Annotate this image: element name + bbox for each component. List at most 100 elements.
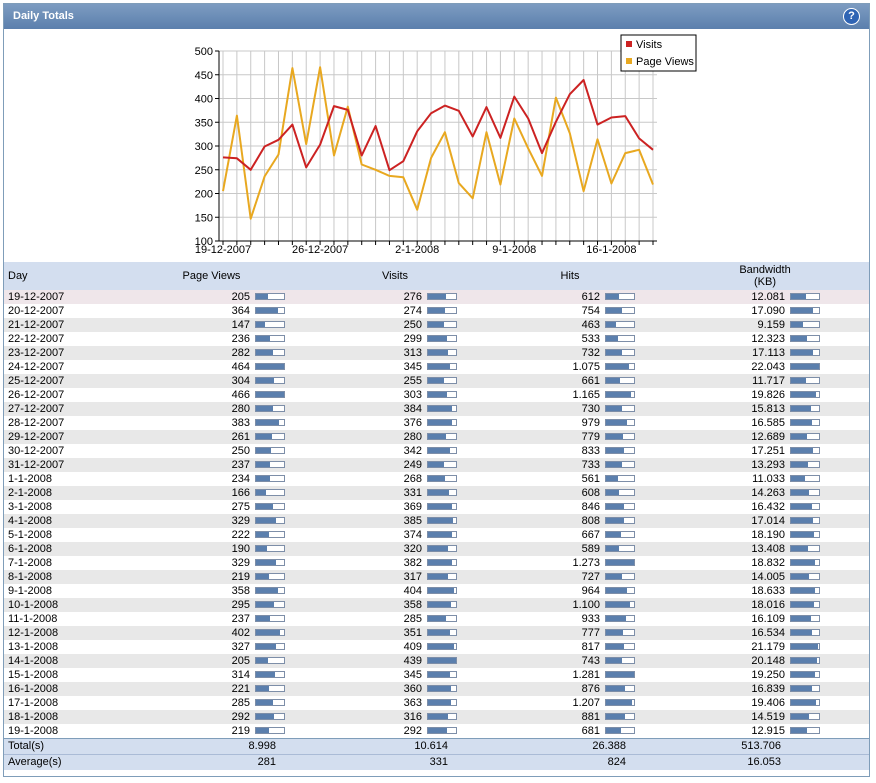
value-bar-fill	[791, 700, 816, 706]
value-bar-fill	[791, 392, 817, 398]
table-row: 14-1-2008 205 439 743 20.148	[4, 654, 869, 668]
table-row: 29-12-2007 261 280 779 12.689	[4, 430, 869, 444]
header-hits[interactable]: Hits	[481, 262, 659, 290]
value-bar-fill	[428, 546, 449, 552]
value-bar-fill	[791, 532, 815, 538]
value-bar	[255, 335, 285, 343]
cell-visits: 376	[309, 416, 481, 430]
value-bar	[605, 503, 635, 511]
cell-visits: 317	[309, 570, 481, 584]
value-bar-fill	[428, 672, 450, 678]
cell-day: 27-12-2007	[4, 402, 114, 416]
cell-bandwidth: 13.293	[659, 458, 869, 472]
value-bar-fill	[428, 364, 450, 370]
value-bar-fill	[606, 616, 627, 622]
cell-day: 24-12-2007	[4, 360, 114, 374]
averages-bandwidth: 16.053	[659, 754, 869, 770]
header-page-views[interactable]: Page Views	[114, 262, 309, 290]
cell-day: 28-12-2007	[4, 416, 114, 430]
cell-value: 19.250	[751, 668, 785, 681]
value-bar	[255, 601, 285, 609]
cell-day: 31-12-2007	[4, 458, 114, 472]
value-bar	[427, 307, 457, 315]
cell-bandwidth: 17.014	[659, 514, 869, 528]
header-visits[interactable]: Visits	[309, 262, 481, 290]
cell-bandwidth: 17.113	[659, 346, 869, 360]
header-day[interactable]: Day	[4, 262, 114, 290]
cell-visits: 255	[309, 374, 481, 388]
value-bar	[427, 559, 457, 567]
cell-day: 13-1-2008	[4, 640, 114, 654]
cell-visits: 249	[309, 458, 481, 472]
value-bar	[255, 433, 285, 441]
value-bar-fill	[256, 644, 276, 650]
value-bar-fill	[256, 672, 275, 678]
value-bar-fill	[606, 350, 622, 356]
cell-value: 282	[231, 346, 250, 359]
value-bar	[790, 699, 820, 707]
help-icon[interactable]: ?	[843, 8, 860, 25]
value-bar-fill	[791, 476, 805, 482]
cell-page-views: 358	[114, 584, 309, 598]
cell-value: 13.408	[751, 542, 785, 555]
cell-value: 18.832	[751, 556, 785, 569]
value-bar	[605, 601, 635, 609]
cell-value: 11.033	[752, 472, 785, 485]
value-bar-fill	[256, 728, 270, 734]
value-bar	[255, 713, 285, 721]
chart-series	[222, 66, 654, 220]
cell-page-views: 234	[114, 472, 309, 486]
value-bar	[605, 517, 635, 525]
cell-day: 10-1-2008	[4, 598, 114, 612]
cell-bandwidth: 19.406	[659, 696, 869, 710]
chart-legend: Visits Page Views	[620, 34, 697, 72]
cell-hits: 667	[481, 528, 659, 542]
value-bar	[790, 657, 820, 665]
cell-value: 384	[403, 402, 422, 415]
value-bar	[605, 419, 635, 427]
cell-hits: 1.281	[481, 668, 659, 682]
cell-value: 314	[231, 668, 250, 681]
value-bar-fill	[606, 672, 634, 678]
cell-value: 304	[231, 374, 250, 387]
value-bar	[255, 461, 285, 469]
cell-visits: 369	[309, 500, 481, 514]
value-bar	[605, 699, 635, 707]
value-bar	[427, 461, 457, 469]
value-bar	[790, 433, 820, 441]
cell-bandwidth: 17.090	[659, 304, 869, 318]
y-axis: 100 150 200 250 300 350 400 450 500	[195, 46, 219, 248]
cell-value: 1.273	[572, 556, 600, 569]
table-row: 25-12-2007 304 255 661 11.717	[4, 374, 869, 388]
cell-value: 17.090	[751, 304, 785, 317]
header-bandwidth[interactable]: Bandwidth (KB)	[659, 262, 869, 290]
value-bar-fill	[256, 364, 284, 370]
cell-bandwidth: 16.585	[659, 416, 869, 430]
cell-hits: 661	[481, 374, 659, 388]
cell-visits: 250	[309, 318, 481, 332]
value-bar-fill	[791, 504, 812, 510]
value-bar-fill	[428, 714, 449, 720]
value-bar	[255, 321, 285, 329]
cell-value: 329	[231, 514, 250, 527]
cell-bandwidth: 22.043	[659, 360, 869, 374]
cell-value: 190	[231, 542, 250, 555]
value-bar-fill	[606, 630, 623, 636]
value-bar-fill	[791, 616, 812, 622]
cell-visits: 331	[309, 486, 481, 500]
x-tick-label: 26-12-2007	[292, 244, 348, 256]
value-bar-fill	[256, 336, 271, 342]
cell-hits: 846	[481, 500, 659, 514]
value-bar	[255, 629, 285, 637]
cell-value: 439	[403, 654, 422, 667]
value-bar	[605, 671, 635, 679]
value-bar	[427, 419, 457, 427]
value-bar-fill	[256, 714, 274, 720]
value-bar-fill	[256, 546, 268, 552]
cell-value: 13.293	[751, 458, 785, 471]
value-bar-fill	[428, 658, 456, 664]
cell-hits: 817	[481, 640, 659, 654]
cell-value: 280	[231, 402, 250, 415]
cell-value: 20.148	[751, 654, 785, 667]
value-bar-fill	[256, 420, 279, 426]
